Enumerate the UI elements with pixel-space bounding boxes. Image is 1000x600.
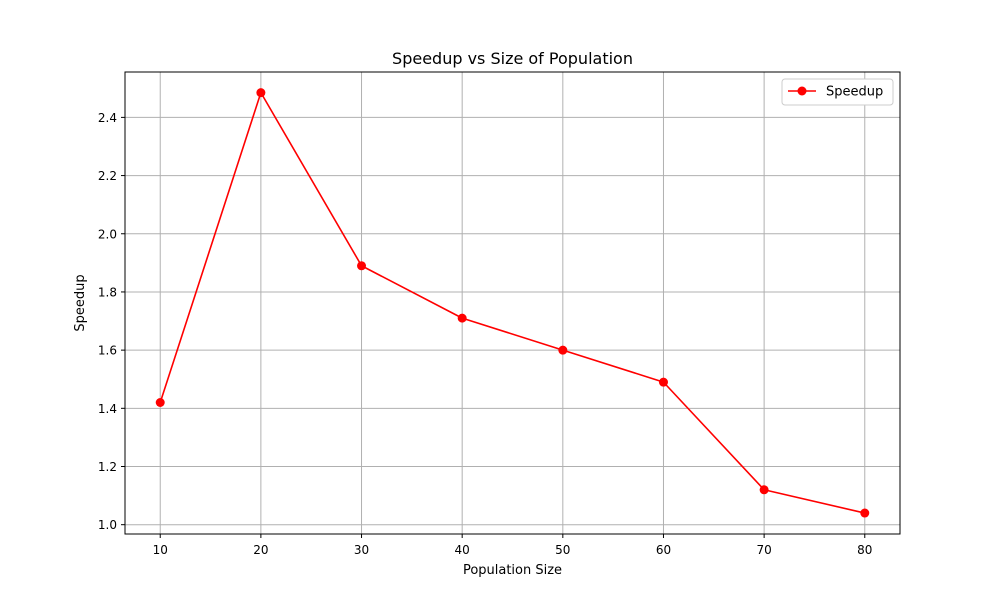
speedup-point [558,345,568,355]
y-tick-label: 1.8 [98,285,117,299]
speedup-point [860,508,870,518]
x-tick-label: 60 [656,543,671,557]
y-tick-label: 2.4 [98,111,117,125]
legend-box [781,78,894,106]
x-axis-label: Population Size [463,563,562,578]
y-tick-label: 2.2 [98,169,117,183]
legend: Speedup [781,78,894,106]
x-axis: 10 20 30 40 50 60 70 80 [153,534,872,557]
x-tick-label: 10 [153,543,168,557]
y-tick-label: 1.6 [98,344,117,358]
speedup-point [155,397,165,407]
speedup-point [256,88,266,98]
x-tick-label: 30 [354,543,369,557]
speedup-point [357,261,367,271]
legend-marker-swatch [797,86,807,96]
grid [125,72,900,534]
speedup-line [159,91,865,514]
y-tick-label: 1.2 [98,460,117,474]
speedup-point [658,377,668,387]
y-tick-label: 1.0 [98,518,117,532]
x-tick-label: 50 [555,543,570,557]
y-tick-label: 1.4 [98,402,117,416]
y-axis: 1.0 1.2 1.4 1.6 1.8 2.0 2.2 2.4 [98,111,125,532]
x-tick-label: 70 [756,543,771,557]
legend-label: Speedup [826,85,883,100]
chart-title: Speedup vs Size of Population [392,49,633,68]
y-axis-label: Speedup [73,274,88,331]
y-tick-label: 2.0 [98,227,117,241]
plot-frame [124,71,901,535]
series-layer [155,88,870,518]
x-tick-label: 80 [857,543,872,557]
x-tick-label: 40 [455,543,470,557]
speedup-point [457,313,467,323]
speedup-point [759,485,769,495]
x-tick-label: 20 [253,543,268,557]
